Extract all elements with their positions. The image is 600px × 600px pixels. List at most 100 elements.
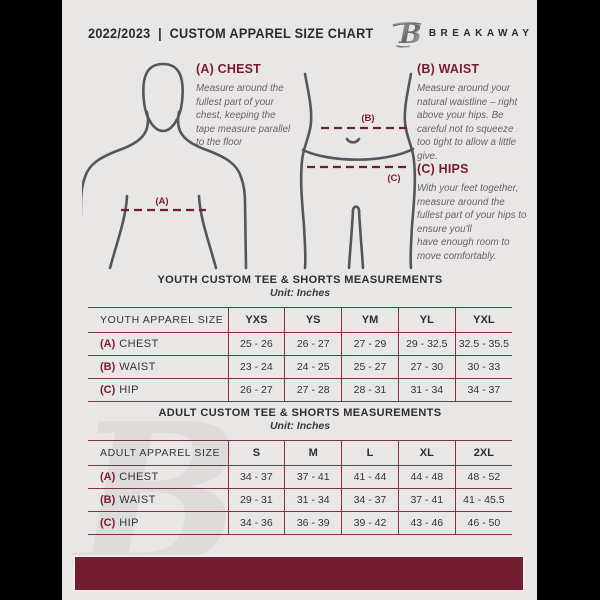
table-cell: 27 - 29	[341, 332, 399, 356]
chest-guide-text: Measure around the fullest part of your …	[196, 83, 291, 149]
row-label: HIP	[119, 517, 139, 529]
table-cell: 34 - 37	[227, 465, 285, 489]
youth-table-section: YOUTH CUSTOM TEE & SHORTS MEASUREMENTS U…	[88, 273, 512, 402]
waist-line-label: (B)	[361, 113, 374, 124]
table-cell: 29 - 32.5	[397, 332, 456, 356]
column-header: YXS	[227, 307, 285, 333]
table-cell: 34 - 37	[341, 488, 399, 512]
waist-guide: (B) WAIST Measure around your natural wa…	[417, 62, 525, 163]
youth-table-unit: Unit: Inches	[269, 287, 331, 299]
row-label: WAIST	[119, 361, 156, 373]
table-row: (B) WAIST 23 - 24 24 - 25 25 - 27 27 - 30…	[88, 355, 512, 379]
table-row: (A) CHEST 25 - 26 26 - 27 27 - 29 29 - 32…	[88, 332, 512, 356]
chest-guide: (A) CHEST Measure around the fullest par…	[196, 62, 296, 150]
column-header: ADULT APPAREL SIZE	[88, 440, 228, 466]
table-cell: 39 - 42	[341, 511, 399, 535]
chest-line-label: (A)	[155, 196, 168, 207]
table-cell: 28 - 31	[341, 378, 399, 402]
column-header: YOUTH APPAREL SIZE	[88, 307, 228, 333]
table-cell: 30 - 33	[454, 355, 512, 379]
row-label-cell: (B) WAIST	[88, 488, 228, 512]
table-cell: 31 - 34	[397, 378, 456, 402]
hips-guide-text: With your feet together, measure around …	[417, 183, 527, 262]
footer-accent-bar	[73, 555, 525, 592]
torso-figure-icon: (A)	[82, 62, 248, 270]
table-header-row: YOUTH APPAREL SIZE YXS YS YM YL YXL	[88, 307, 512, 333]
row-label: WAIST	[119, 494, 156, 506]
waist-guide-heading: (B) WAIST	[417, 62, 480, 76]
column-header: XL	[397, 440, 456, 466]
hips-guide-heading: (C) HIPS	[417, 162, 469, 176]
table-cell: 48 - 52	[454, 465, 512, 489]
adult-table-section: ADULT CUSTOM TEE & SHORTS MEASUREMENTS U…	[88, 406, 512, 535]
row-label: CHEST	[119, 338, 159, 350]
table-cell: 43 - 46	[397, 511, 456, 535]
lower-body-figure-icon: (B) (C)	[299, 72, 417, 270]
hips-line-label: (C)	[387, 173, 400, 184]
row-label-cell: (B) WAIST	[88, 355, 228, 379]
adult-size-table: ADULT APPAREL SIZE S M L XL 2XL (A) CHEST…	[88, 440, 512, 535]
row-label-prefix: (A)	[100, 471, 116, 483]
row-label-prefix: (C)	[100, 517, 116, 529]
table-cell: 46 - 50	[454, 511, 512, 535]
table-cell: 24 - 25	[284, 355, 342, 379]
table-cell: 23 - 24	[227, 355, 285, 379]
row-label-prefix: (B)	[100, 494, 116, 506]
row-label-prefix: (A)	[100, 338, 116, 350]
column-header: S	[227, 440, 285, 466]
page-header: 2022/2023 | CUSTOM APPAREL SIZE CHART B …	[88, 18, 529, 49]
row-label-cell: (A) CHEST	[88, 332, 228, 356]
adult-table-unit: Unit: Inches	[269, 420, 331, 432]
column-header: 2XL	[454, 440, 512, 466]
table-cell: 27 - 30	[397, 355, 456, 379]
row-label-cell: (C) HIP	[88, 378, 228, 402]
table-cell: 41 - 45.5	[454, 488, 512, 512]
column-header: M	[284, 440, 342, 466]
size-chart-page: B 2022/2023 | CUSTOM APPAREL SIZE CHART …	[62, 0, 537, 600]
measurement-diagram-section: (A) (B) (C) (A) CHEST Measure around the…	[62, 54, 537, 272]
row-label-cell: (A) CHEST	[88, 465, 228, 489]
waist-guide-text: Measure around your natural waistline – …	[417, 83, 518, 162]
table-cell: 26 - 27	[227, 378, 285, 402]
table-cell: 25 - 26	[227, 332, 285, 356]
column-header: YS	[284, 307, 342, 333]
table-cell: 29 - 31	[227, 488, 285, 512]
table-row: (C) HIP 26 - 27 27 - 28 28 - 31 31 - 34 3…	[88, 378, 512, 402]
table-cell: 37 - 41	[397, 488, 456, 512]
youth-size-table: YOUTH APPAREL SIZE YXS YS YM YL YXL (A) C…	[88, 307, 512, 402]
table-cell: 41 - 44	[341, 465, 399, 489]
table-cell: 31 - 34	[284, 488, 342, 512]
column-header: YM	[341, 307, 399, 333]
table-row: (A) CHEST 34 - 37 37 - 41 41 - 44 44 - 48…	[88, 465, 512, 489]
hips-guide: (C) HIPS With your feet together, measur…	[417, 162, 529, 263]
table-cell: 37 - 41	[284, 465, 342, 489]
row-label-prefix: (C)	[100, 384, 116, 396]
column-header: YL	[397, 307, 456, 333]
table-header-row: ADULT APPAREL SIZE S M L XL 2XL	[88, 440, 512, 466]
row-label: CHEST	[119, 471, 159, 483]
table-cell: 32.5 - 35.5	[454, 332, 512, 356]
chest-guide-heading: (A) CHEST	[196, 62, 261, 76]
table-cell: 26 - 27	[284, 332, 342, 356]
table-cell: 44 - 48	[397, 465, 456, 489]
row-label-prefix: (B)	[100, 361, 116, 373]
table-cell: 34 - 36	[227, 511, 285, 535]
row-label-cell: (C) HIP	[88, 511, 228, 535]
adult-table-title: ADULT CUSTOM TEE & SHORTS MEASUREMENTS	[158, 407, 442, 419]
column-header: YXL	[454, 307, 512, 333]
table-cell: 36 - 39	[284, 511, 342, 535]
brand-name: BREAKAWAY	[428, 27, 534, 39]
table-cell: 34 - 37	[454, 378, 512, 402]
svg-text:B: B	[398, 19, 422, 49]
page-title: 2022/2023 | CUSTOM APPAREL SIZE CHART	[88, 25, 374, 41]
brand-group: B BREAKAWAY	[392, 17, 534, 49]
column-header: L	[341, 440, 399, 466]
breakaway-logo-icon: B	[392, 19, 422, 49]
table-cell: 27 - 28	[284, 378, 342, 402]
table-cell: 25 - 27	[341, 355, 399, 379]
row-label: HIP	[119, 384, 139, 396]
table-row: (C) HIP 34 - 36 36 - 39 39 - 42 43 - 46 4…	[88, 511, 512, 535]
youth-table-title: YOUTH CUSTOM TEE & SHORTS MEASUREMENTS	[157, 274, 443, 286]
table-row: (B) WAIST 29 - 31 31 - 34 34 - 37 37 - 41…	[88, 488, 512, 512]
